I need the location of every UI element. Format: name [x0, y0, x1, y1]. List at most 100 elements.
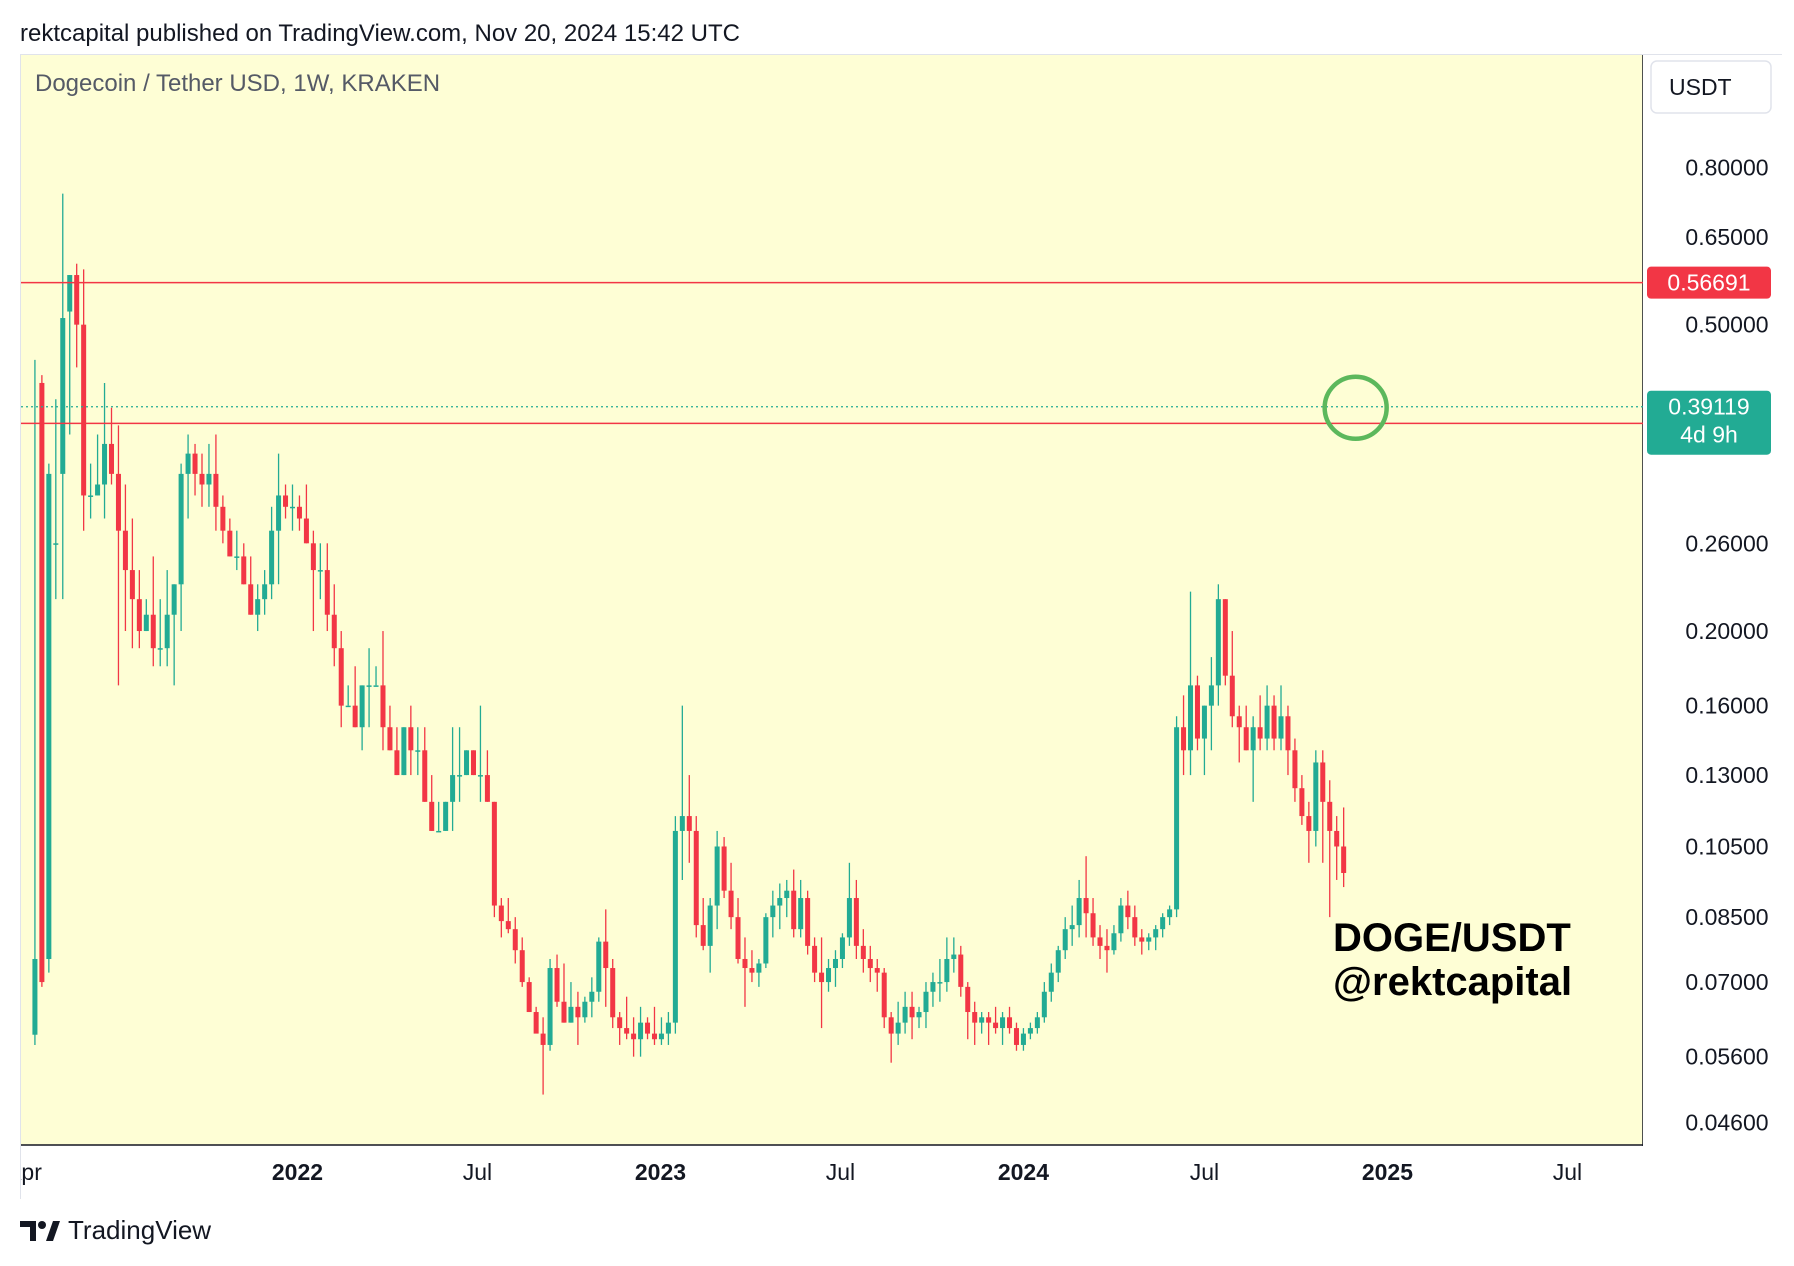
candle-body	[1027, 1028, 1033, 1034]
candle-body	[735, 917, 741, 959]
candle-body	[1327, 801, 1333, 831]
candle	[450, 727, 456, 831]
candle	[853, 879, 859, 959]
candle	[46, 463, 52, 973]
time-tick-label: 2022	[272, 1159, 323, 1185]
candle-body	[1132, 917, 1138, 938]
candle-body	[102, 443, 108, 485]
candle-body	[422, 750, 428, 802]
candle-body	[1146, 937, 1152, 942]
watermark-handle: @rektcapital	[1333, 960, 1572, 1004]
candle	[721, 837, 727, 899]
candle-body	[1313, 762, 1319, 831]
candle	[1125, 890, 1131, 930]
candle-body	[686, 816, 692, 831]
candle	[122, 484, 128, 632]
candle	[157, 599, 163, 667]
highlight-circle	[1322, 374, 1389, 441]
candle	[470, 750, 476, 776]
chart-panel[interactable]: 1.000000.800000.650000.500000.260000.200…	[20, 54, 1783, 1200]
candle	[477, 705, 483, 802]
candle	[171, 584, 177, 686]
candle	[756, 958, 762, 987]
candle	[178, 463, 184, 632]
candle-body	[1055, 950, 1061, 973]
candle-body	[415, 750, 421, 752]
candle-body	[1034, 1017, 1040, 1029]
candle-body	[436, 830, 442, 833]
candle-body	[484, 775, 490, 802]
candle	[491, 801, 497, 918]
candle	[993, 1006, 999, 1034]
price-tick-label: 0.20000	[1685, 618, 1768, 644]
tradingview-logo[interactable]: TradingView	[20, 1215, 211, 1246]
candle	[728, 862, 734, 930]
candle-body	[839, 937, 845, 959]
publish-caption: rektcapital published on TradingView.com…	[20, 20, 740, 47]
candle-body	[450, 775, 456, 802]
candle-body	[554, 968, 560, 1002]
candle-body	[401, 727, 407, 776]
candle-body	[464, 750, 470, 776]
candle	[283, 484, 289, 519]
candle	[262, 570, 268, 615]
candle	[1257, 695, 1263, 751]
candle	[707, 898, 713, 973]
candle-body	[617, 1017, 623, 1029]
candle	[1097, 925, 1103, 959]
candle	[1118, 898, 1124, 942]
candle	[777, 883, 783, 930]
candle-body	[756, 963, 762, 973]
candle-body	[81, 324, 87, 496]
candle	[958, 945, 964, 997]
level-price-tag-label: 0.56691	[1667, 270, 1750, 296]
candle	[986, 1012, 992, 1045]
candle	[1153, 925, 1159, 951]
candle	[220, 495, 226, 544]
candle-body	[136, 599, 142, 632]
candle-body	[192, 453, 198, 474]
candle-body	[1334, 830, 1340, 847]
candle-body	[1139, 937, 1145, 942]
candle	[784, 879, 790, 918]
price-chart[interactable]: 1.000000.800000.650000.500000.260000.200…	[21, 55, 1783, 1200]
candle-body	[1278, 716, 1284, 739]
candle-body	[150, 614, 156, 649]
candle-body	[255, 599, 261, 615]
candle	[1341, 807, 1347, 888]
candle-body	[387, 727, 393, 751]
candle-body	[909, 1006, 915, 1018]
candle-body	[60, 318, 66, 474]
candle-body	[672, 830, 678, 1023]
candle	[895, 1001, 901, 1045]
candle	[408, 705, 414, 776]
candle	[317, 543, 323, 600]
candle-body	[345, 705, 351, 708]
candle-body	[707, 905, 713, 946]
currency-button[interactable]: USDT	[1650, 60, 1772, 114]
price-tick-label: 0.50000	[1685, 312, 1768, 338]
candle	[512, 917, 518, 964]
candle	[331, 584, 337, 667]
time-axis-ticks: Apr 2022 Jul 2023 Jul 2024 Jul 2025 Jul	[21, 1159, 1582, 1185]
candle	[1062, 917, 1068, 959]
candle	[136, 570, 142, 649]
candle	[39, 375, 45, 987]
candle	[700, 898, 706, 951]
candle-body	[1229, 675, 1235, 717]
candle	[324, 543, 330, 632]
candle	[658, 1017, 664, 1045]
candle-body	[213, 473, 219, 507]
candle-body	[248, 584, 254, 615]
candle-body	[819, 972, 825, 983]
candle	[1243, 705, 1249, 751]
candle	[1146, 933, 1152, 951]
candle	[672, 816, 678, 1034]
candle-body	[1125, 905, 1131, 918]
candle	[923, 982, 929, 1029]
level-price-tag: 0.56691	[1647, 266, 1771, 299]
candle	[296, 495, 302, 531]
candle	[1181, 695, 1187, 776]
candle-body	[220, 506, 226, 531]
candle-body	[805, 898, 811, 946]
